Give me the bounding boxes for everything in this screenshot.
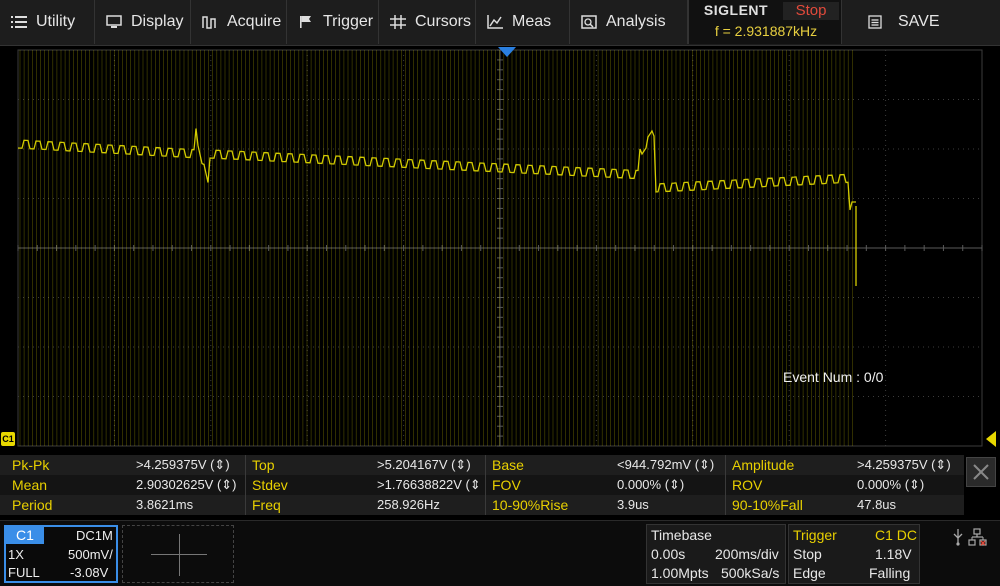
meas-value-stdev: >1.76638822V (⇕ bbox=[377, 477, 481, 492]
meas-label-rov: ROV bbox=[732, 477, 763, 493]
ch1-coupling: DC1M bbox=[76, 528, 113, 543]
timebase-sample-rate: 500kSa/s bbox=[721, 565, 780, 581]
menu-display-label: Display bbox=[131, 13, 184, 30]
measurement-row: Pk-Pk >4.259375V (⇕) Top >5.204167V (⇕) … bbox=[0, 455, 964, 475]
timebase-scale: 200ms/div bbox=[715, 546, 779, 562]
meas-label-stdev: Stdev bbox=[252, 477, 288, 493]
trigger-slope: Falling bbox=[869, 565, 911, 581]
ch1-trace bbox=[17, 50, 857, 446]
system-status-icons bbox=[950, 527, 994, 547]
trigger-type: Edge bbox=[793, 565, 826, 581]
timebase-box[interactable]: Timebase 0.00s 200ms/div 1.00Mpts 500kSa… bbox=[646, 524, 786, 584]
meas-label-fall: 90-10%Fall bbox=[732, 497, 803, 513]
add-channel-button[interactable] bbox=[122, 525, 234, 583]
meas-value-amplitude: >4.259375V (⇕) bbox=[857, 457, 951, 472]
ch1-bandwidth: FULL bbox=[8, 565, 40, 580]
timebase-title: Timebase bbox=[651, 527, 712, 543]
brand-logo: SIGLENT bbox=[703, 2, 769, 18]
meas-value-rise: 3.9us bbox=[617, 497, 649, 512]
meas-value-fov: 0.000% (⇕) bbox=[617, 477, 685, 492]
menu-save[interactable]: SAVE bbox=[842, 0, 1000, 44]
meas-value-fall: 47.8us bbox=[857, 497, 897, 512]
save-list-icon bbox=[866, 13, 884, 31]
analysis-icon bbox=[580, 13, 598, 31]
frequency-counter: f = 2.931887kHz bbox=[714, 23, 818, 39]
usb-icon bbox=[953, 529, 963, 546]
meas-label-rise: 10-90%Rise bbox=[492, 497, 569, 513]
status-bar: C1 DC1M 1X 500mV/ FULL -3.08V Timebase 0… bbox=[0, 520, 1000, 586]
menu-save-label: SAVE bbox=[898, 13, 940, 30]
close-icon bbox=[973, 464, 989, 480]
ch1-probe: 1X bbox=[8, 547, 24, 562]
meas-value-pkpk: >4.259375V (⇕) bbox=[136, 457, 230, 472]
meas-value-rov: 0.000% (⇕) bbox=[857, 477, 925, 492]
trigger-state: Stop bbox=[793, 546, 822, 562]
measurement-row: Mean 2.90302625V (⇕) Stdev >1.76638822V … bbox=[0, 475, 964, 495]
ch1-settings-box[interactable]: C1 DC1M 1X 500mV/ FULL -3.08V bbox=[4, 525, 118, 583]
meas-label-mean: Mean bbox=[12, 477, 48, 493]
menu-analysis-label: Analysis bbox=[606, 13, 666, 30]
list-icon bbox=[10, 13, 28, 31]
flag-icon bbox=[297, 13, 315, 31]
chart-meas-icon bbox=[486, 13, 504, 31]
waveform-icon bbox=[201, 13, 219, 31]
menu-trigger-label: Trigger bbox=[323, 13, 374, 30]
menu-analysis[interactable]: Analysis bbox=[570, 0, 688, 44]
trigger-level-marker[interactable] bbox=[986, 431, 996, 447]
trigger-level: 1.18V bbox=[875, 546, 912, 562]
menu-utility[interactable]: Utility bbox=[0, 0, 95, 44]
status-panel: SIGLENT Stop f = 2.931887kHz bbox=[688, 0, 842, 44]
menu-cursors-label: Cursors bbox=[415, 13, 472, 30]
meas-value-base: <944.792mV (⇕) bbox=[617, 457, 715, 472]
menu-meas-label: Meas bbox=[512, 13, 552, 30]
meas-value-period: 3.8621ms bbox=[136, 497, 194, 512]
menu-bar: Utility Display Acquire Trigger Cursors … bbox=[0, 0, 1000, 46]
menu-cursors[interactable]: Cursors bbox=[379, 0, 476, 44]
meas-label-top: Top bbox=[252, 457, 275, 473]
timebase-delay: 0.00s bbox=[651, 546, 686, 562]
timebase-memory: 1.00Mpts bbox=[651, 565, 709, 581]
graticule bbox=[17, 49, 983, 447]
meas-label-period: Period bbox=[12, 497, 53, 513]
meas-label-fov: FOV bbox=[492, 477, 521, 493]
menu-display[interactable]: Display bbox=[95, 0, 191, 44]
trigger-position-marker[interactable] bbox=[498, 47, 516, 57]
ch1-tag: C1 bbox=[6, 527, 44, 544]
menu-meas[interactable]: Meas bbox=[476, 0, 570, 44]
menu-acquire-label: Acquire bbox=[227, 13, 282, 30]
meas-label-amplitude: Amplitude bbox=[732, 457, 795, 473]
meas-label-freq: Freq bbox=[252, 497, 281, 513]
monitor-icon bbox=[105, 13, 123, 31]
ch1-offset-marker[interactable]: C1 bbox=[1, 432, 15, 446]
measurement-table: Pk-Pk >4.259375V (⇕) Top >5.204167V (⇕) … bbox=[0, 455, 964, 515]
waveform-display[interactable]: Event Num : 0/0 C1 bbox=[0, 46, 1000, 450]
trigger-source: C1 DC bbox=[875, 527, 918, 543]
ch1-scale: 500mV/ bbox=[68, 547, 113, 562]
event-number-readout: Event Num : 0/0 bbox=[783, 369, 884, 385]
cursor-grid-icon bbox=[389, 13, 407, 31]
menu-acquire[interactable]: Acquire bbox=[191, 0, 287, 44]
meas-label-base: Base bbox=[492, 457, 524, 473]
meas-value-top: >5.204167V (⇕) bbox=[377, 457, 471, 472]
meas-value-mean: 2.90302625V (⇕) bbox=[136, 477, 237, 492]
ch1-offset: -3.08V bbox=[70, 565, 109, 580]
trigger-title: Trigger bbox=[793, 527, 837, 543]
meas-label-pkpk: Pk-Pk bbox=[12, 457, 50, 473]
menu-utility-label: Utility bbox=[36, 13, 76, 30]
meas-value-freq: 258.926Hz bbox=[377, 497, 440, 512]
measurement-row: Period 3.8621ms Freq 258.926Hz 10-90%Ris… bbox=[0, 495, 964, 515]
trigger-status-box[interactable]: Trigger C1 DC Stop 1.18V Edge Falling bbox=[788, 524, 920, 584]
menu-trigger[interactable]: Trigger bbox=[287, 0, 379, 44]
close-measurements-button[interactable] bbox=[966, 457, 996, 487]
run-stop-status[interactable]: Stop bbox=[783, 2, 839, 20]
network-icon bbox=[968, 528, 987, 546]
